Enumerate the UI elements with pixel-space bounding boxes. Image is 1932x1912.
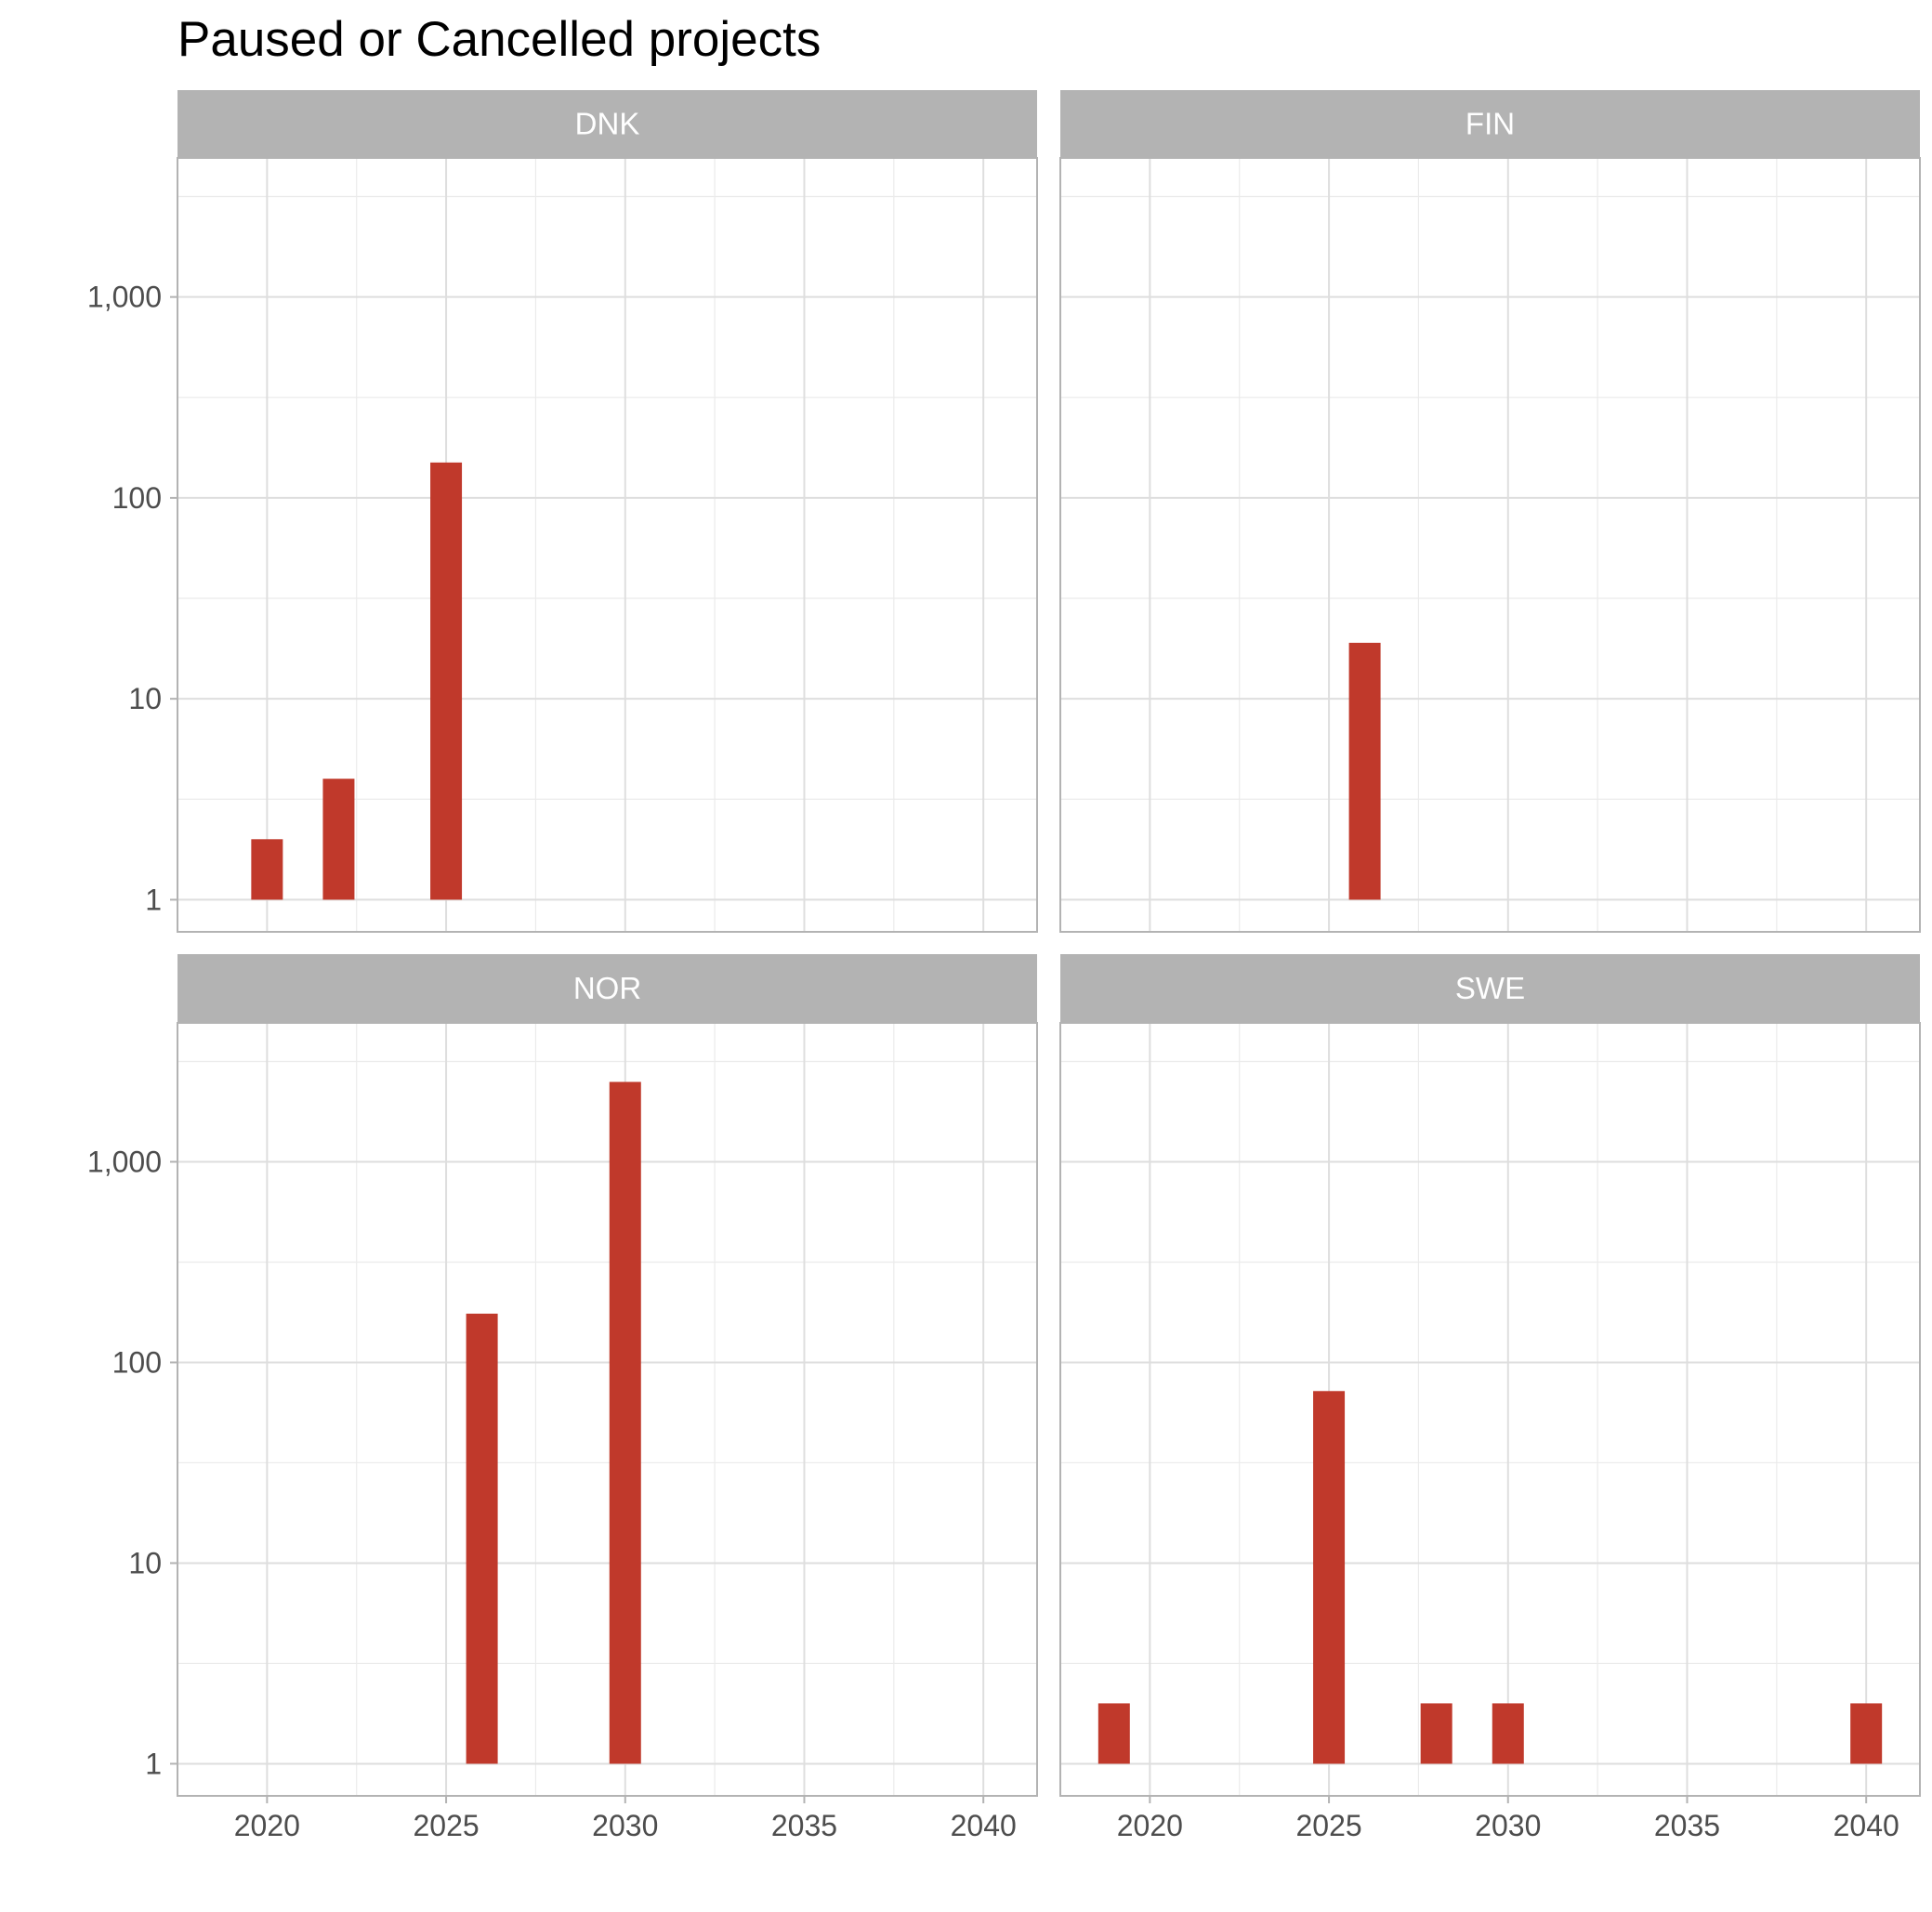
facet-panels: DNK 1 10 100 1,000 FIN NOR 1 10 100 1,000 2020 2025 2… (87, 90, 1921, 1842)
facet-swe: SWE 2020 2025 2030 2035 2040 (1059, 954, 1921, 1842)
facet-strip (177, 90, 1037, 158)
x-tick-label: 2030 (592, 1809, 658, 1842)
y-tick-label: 1,000 (87, 281, 162, 314)
facet-nor: NOR 1 10 100 1,000 2020 2025 2030 2035 2040 (87, 954, 1038, 1842)
y-tick-label: 10 (128, 1546, 162, 1579)
x-tick-label: 2025 (1295, 1809, 1361, 1842)
facet-fin: FIN (1059, 90, 1921, 933)
panel-border (1059, 157, 1921, 933)
bar-dnk-2020 (251, 839, 283, 900)
facet-strip-label: DNK (575, 107, 640, 141)
bar-dnk-2025 (430, 462, 463, 900)
x-tick-label: 2040 (1833, 1809, 1899, 1842)
panel-border (177, 1022, 1038, 1797)
panel-background (1060, 158, 1920, 932)
x-tick-label: 2035 (1654, 1809, 1720, 1842)
bar-nor-2030 (609, 1081, 641, 1764)
bar-fin-2026 (1348, 642, 1381, 900)
y-tick-label: 1 (145, 1747, 162, 1780)
bar-swe-2040 (1850, 1703, 1883, 1764)
bar-swe-2030 (1492, 1703, 1524, 1764)
panel-background (177, 158, 1037, 932)
facet-strip (1060, 90, 1920, 158)
y-tick-label: 1 (145, 883, 162, 916)
facet-strip (177, 954, 1037, 1023)
x-tick-label: 2035 (771, 1809, 837, 1842)
facet-strip-label: SWE (1455, 971, 1525, 1005)
x-tick-label: 2020 (1117, 1809, 1183, 1842)
bar-swe-2025 (1313, 1391, 1346, 1764)
x-tick-label: 2020 (234, 1809, 300, 1842)
facet-dnk: DNK 1 10 100 1,000 (87, 90, 1038, 933)
x-tick-label: 2025 (413, 1809, 479, 1842)
chart-title: Paused or Cancelled projects (177, 12, 821, 67)
y-tick-label: 10 (128, 682, 162, 715)
panel-background (1060, 1023, 1920, 1796)
panel-background (177, 1023, 1037, 1796)
x-tick-label: 2040 (951, 1809, 1017, 1842)
y-tick-label: 100 (112, 1345, 162, 1379)
facet-strip (1060, 954, 1920, 1023)
bar-nor-2026 (466, 1313, 498, 1764)
panel-border (177, 157, 1038, 933)
y-tick-label: 1,000 (87, 1145, 162, 1178)
bar-dnk-2022 (322, 779, 355, 900)
x-tick-label: 2030 (1475, 1809, 1541, 1842)
bar-swe-2019 (1097, 1703, 1130, 1764)
facet-strip-label: FIN (1465, 107, 1515, 141)
panel-border (1059, 1022, 1921, 1797)
y-tick-label: 100 (112, 481, 162, 515)
bar-swe-2028 (1420, 1703, 1452, 1764)
facet-strip-label: NOR (573, 971, 641, 1005)
